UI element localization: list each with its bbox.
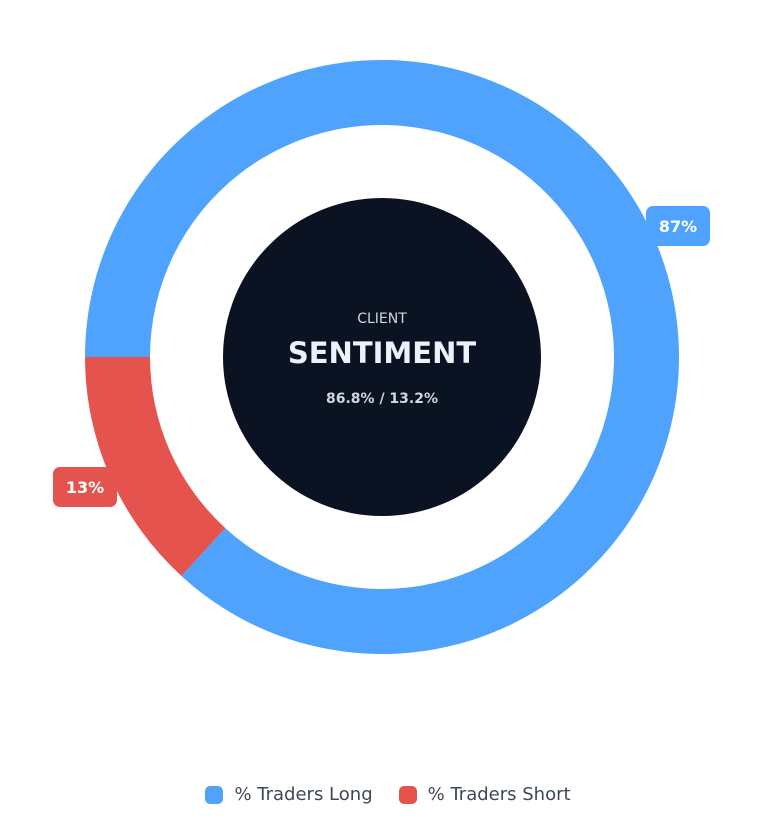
center-ratio: 86.8% / 13.2% — [326, 391, 438, 407]
center-disc — [223, 198, 541, 516]
legend-swatch-long — [205, 785, 224, 804]
legend-label-long: % Traders Long — [234, 784, 373, 805]
center-title: SENTIMENT — [288, 336, 476, 370]
data-label-badge — [646, 206, 710, 246]
data-label-text: 87% — [659, 217, 697, 236]
legend: % Traders Long % Traders Short — [0, 784, 776, 805]
data-labels-layer: 87% 13% — [53, 206, 710, 507]
data-label-badge — [53, 467, 117, 507]
legend-swatch-short — [398, 785, 417, 804]
donut-slice-short[interactable] — [85, 357, 226, 577]
data-label-short: 13% — [53, 467, 117, 507]
data-label-text: 13% — [66, 478, 104, 497]
data-label-long: 87% — [646, 206, 710, 246]
legend-label-short: % Traders Short — [427, 784, 571, 805]
legend-item-short[interactable]: % Traders Short — [398, 784, 571, 805]
legend-item-long[interactable]: % Traders Long — [205, 784, 373, 805]
slices-layer — [85, 59, 679, 655]
center-kicker: CLIENT — [357, 311, 407, 327]
